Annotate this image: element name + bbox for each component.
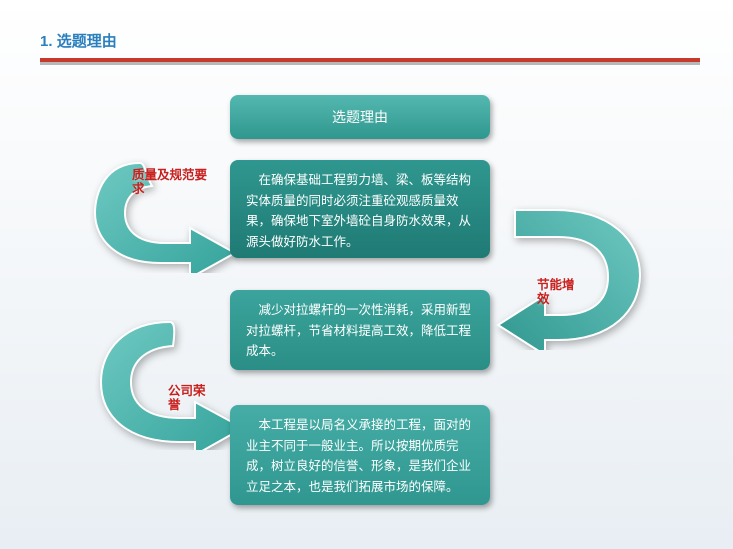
box-efficiency-text: 减少对拉螺杆的一次性消耗，采用新型对拉螺杆，节省材料提高工效，降低工程成本。 bbox=[246, 303, 471, 358]
slide-heading: 1. 选题理由 bbox=[40, 30, 117, 51]
label-efficiency: 节能增 效 bbox=[537, 278, 575, 307]
slide-root: 1. 选题理由 质量及规范要 求 节能增 效 公司荣 誉 选题理由 bbox=[0, 0, 733, 549]
box-reputation: 本工程是以局名义承接的工程，面对的业主不同于一般业主。所以按期优质完成，树立良好… bbox=[230, 405, 490, 505]
box-reputation-text: 本工程是以局名义承接的工程，面对的业主不同于一般业主。所以按期优质完成，树立良好… bbox=[246, 418, 471, 494]
label-reputation: 公司荣 誉 bbox=[168, 384, 206, 413]
box-title: 选题理由 bbox=[230, 95, 490, 139]
heading-text: 选题理由 bbox=[57, 33, 117, 50]
box-efficiency: 减少对拉螺杆的一次性消耗，采用新型对拉螺杆，节省材料提高工效，降低工程成本。 bbox=[230, 290, 490, 370]
label-reputation-line1: 公司荣 bbox=[168, 384, 206, 398]
label-reputation-line2: 誉 bbox=[168, 398, 181, 412]
label-efficiency-line1: 节能增 bbox=[537, 278, 575, 292]
label-quality-line1: 质量及规范要 bbox=[132, 168, 207, 182]
box-quality-text: 在确保基础工程剪力墙、梁、板等结构实体质量的同时必须注重砼观感质量效果，确保地下… bbox=[246, 173, 471, 249]
underline-gray bbox=[40, 62, 700, 65]
label-quality: 质量及规范要 求 bbox=[132, 168, 207, 197]
label-efficiency-line2: 效 bbox=[537, 292, 550, 306]
heading-number: 1. bbox=[40, 33, 53, 50]
label-quality-line2: 求 bbox=[132, 182, 145, 196]
box-quality: 在确保基础工程剪力墙、梁、板等结构实体质量的同时必须注重砼观感质量效果，确保地下… bbox=[230, 160, 490, 258]
box-title-text: 选题理由 bbox=[332, 107, 388, 127]
